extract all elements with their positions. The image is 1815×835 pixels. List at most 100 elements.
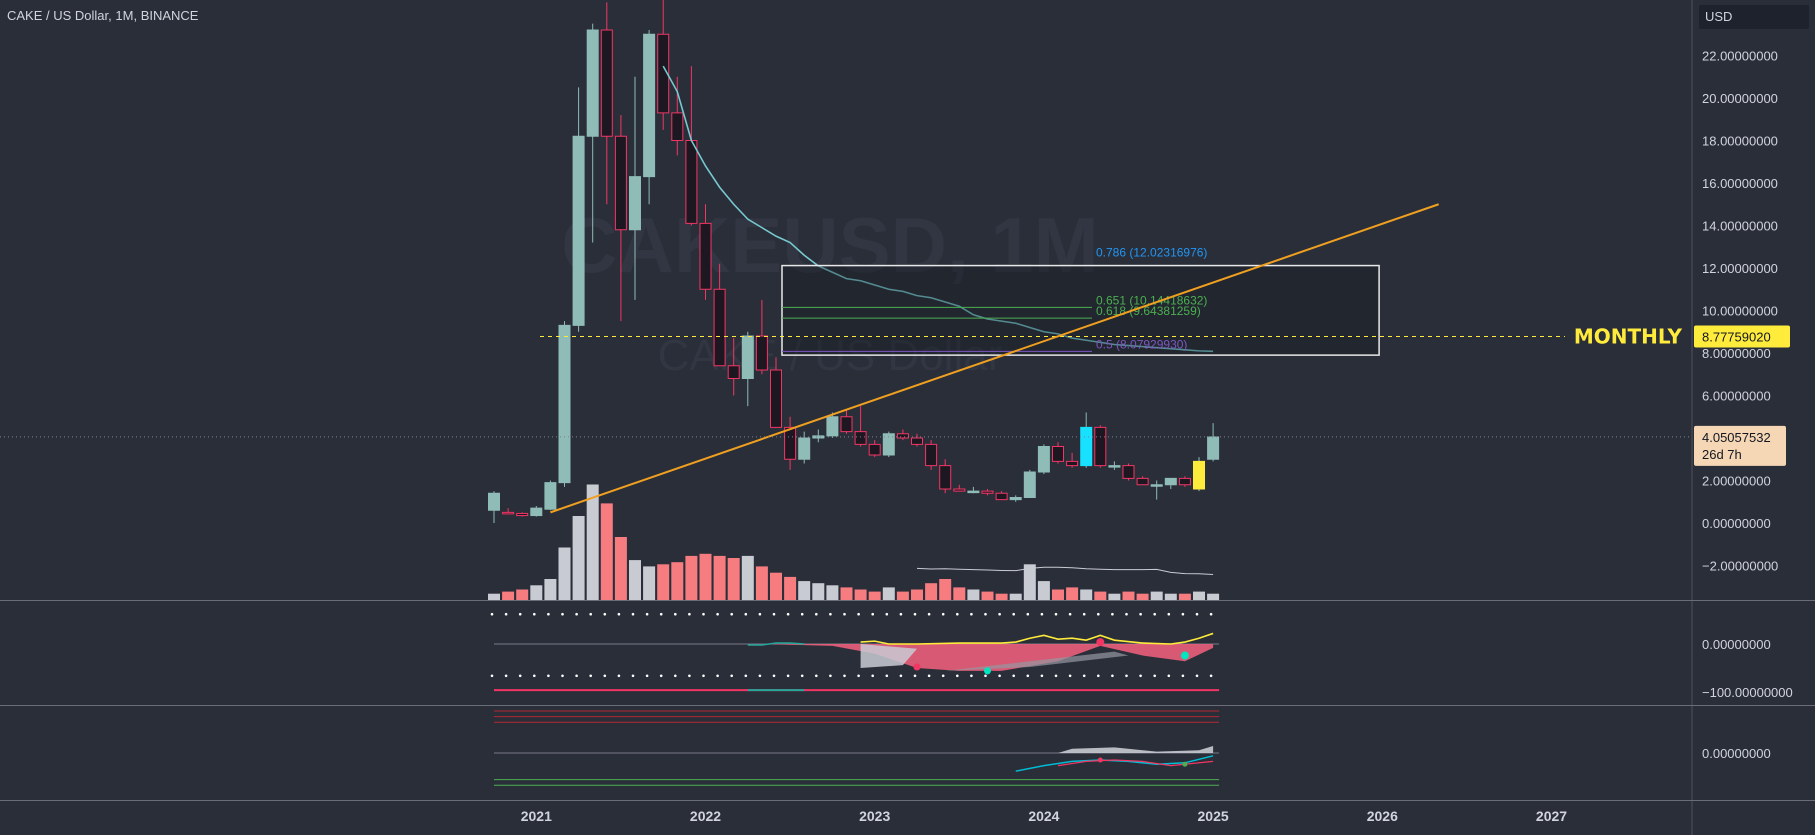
osc1-buy-dot — [984, 667, 991, 675]
osc1-upper-dot — [815, 612, 818, 616]
osc1-upper-dot — [589, 612, 592, 616]
candle-body — [1108, 465, 1121, 468]
osc1-upper-dot — [941, 612, 945, 616]
volume-bar — [1066, 587, 1079, 600]
osc1-upper-dot — [617, 612, 621, 616]
osc1-tick-label: 0.00000000 — [1702, 637, 1771, 652]
osc2-fast-line — [1015, 755, 1214, 772]
osc2-tick-label: 0.00000000 — [1702, 746, 1771, 761]
volume-bar — [502, 591, 515, 600]
osc1-upper-dot — [575, 612, 578, 616]
candle-body — [1094, 426, 1107, 467]
candle-body — [995, 492, 1008, 501]
osc1-lower-dot — [674, 674, 677, 678]
candle-body — [727, 365, 740, 379]
volume-bar — [1009, 593, 1022, 600]
volume-bar — [826, 585, 839, 600]
volume-bar — [572, 516, 585, 600]
osc1-upper-dot — [490, 612, 494, 616]
osc1-lower-dot — [1026, 674, 1030, 678]
osc1-lower-dot — [575, 674, 578, 678]
volume-bar — [798, 581, 811, 600]
candle-body — [530, 507, 543, 517]
currency-selector[interactable]: USD — [1699, 5, 1809, 29]
osc1-upper-dot — [730, 612, 733, 616]
time-tick-label: 2027 — [1536, 808, 1567, 824]
osc1-upper-dot — [899, 612, 903, 616]
osc1-upper-dot — [956, 612, 959, 616]
monthly-price-text: 8.77759020 — [1702, 329, 1771, 344]
osc1-lower-dot — [547, 674, 550, 678]
osc1-lower-dot — [716, 674, 719, 678]
candle-body — [544, 482, 557, 510]
osc1-lower-dot — [829, 674, 832, 678]
candle-body — [502, 511, 515, 515]
candle-body — [1178, 477, 1191, 486]
osc1-upper-dot — [716, 612, 719, 616]
supply-zone-box — [781, 264, 1380, 356]
volume-bar — [558, 547, 571, 600]
osc1-lower-dot — [1111, 674, 1114, 678]
osc1-upper-dot — [843, 612, 846, 616]
osc1-buy-dot — [1180, 651, 1189, 660]
candle-body — [1080, 426, 1093, 467]
volume-bar — [741, 555, 754, 600]
volume-bar — [1122, 591, 1135, 600]
osc1-upper-dot — [885, 612, 889, 616]
osc1-lower-dot — [956, 674, 959, 678]
osc1-upper-dot — [688, 612, 691, 616]
volume-bar — [1178, 593, 1191, 600]
osc1-area-shade — [945, 651, 1129, 671]
trendline — [550, 203, 1440, 514]
volume-bar — [1052, 589, 1064, 600]
osc1-lower-dot — [518, 674, 522, 678]
osc1-upper-dot — [857, 612, 860, 616]
price-tick-label: 2.00000000 — [1702, 474, 1771, 489]
candle-body — [1023, 471, 1036, 498]
volume-bar — [488, 593, 500, 600]
currency-label: USD — [1705, 9, 1733, 24]
volume-bar — [727, 558, 740, 600]
volume-bar — [614, 537, 627, 600]
candle-body — [629, 176, 641, 231]
osc1-lower-dot — [1209, 674, 1213, 678]
candle-body — [967, 490, 980, 494]
price-tick-label: 6.00000000 — [1702, 389, 1771, 404]
volume-bar — [1023, 564, 1036, 600]
osc1-upper-dot — [758, 612, 762, 616]
osc1-upper-dot — [772, 612, 776, 616]
candle-body — [770, 369, 782, 428]
candle-body — [600, 29, 613, 137]
osc1-upper-dot — [1054, 612, 1058, 616]
symbol-title[interactable]: CAKE / US Dollar, 1M, BINANCE — [7, 8, 198, 23]
osc1-signal-line — [860, 632, 1214, 645]
osc1-upper-dot — [702, 612, 705, 616]
osc2-cross-dot — [1182, 761, 1188, 767]
candle-body — [614, 135, 627, 231]
osc1-lower-dot — [871, 674, 874, 678]
osc1-upper-dot — [1097, 612, 1100, 616]
candle-body — [1164, 477, 1177, 486]
candle-body — [1052, 446, 1064, 462]
price-tick-label: 10.00000000 — [1702, 304, 1778, 319]
candle-body — [939, 465, 952, 490]
volume-bar — [1136, 593, 1149, 600]
volume-bar — [953, 587, 966, 600]
osc1-tick-label: −100.00000000 — [1702, 685, 1793, 700]
price-tick-label: 14.00000000 — [1702, 219, 1778, 234]
volume-bar — [882, 587, 895, 600]
volume-bar — [925, 583, 938, 600]
symbol-exchange: BINANCE — [140, 8, 199, 23]
osc1-lower-dot — [645, 674, 649, 678]
time-tick-label: 2026 — [1367, 808, 1398, 824]
volume-bar — [1094, 591, 1107, 600]
time-tick-label: 2023 — [859, 808, 890, 824]
osc1-teal-line — [747, 642, 805, 646]
countdown-text: 26d 7h — [1702, 447, 1742, 462]
osc1-lower-dot — [1012, 674, 1015, 678]
candle-body — [488, 492, 500, 511]
volume-bar — [981, 591, 994, 600]
candle-body — [868, 443, 881, 456]
